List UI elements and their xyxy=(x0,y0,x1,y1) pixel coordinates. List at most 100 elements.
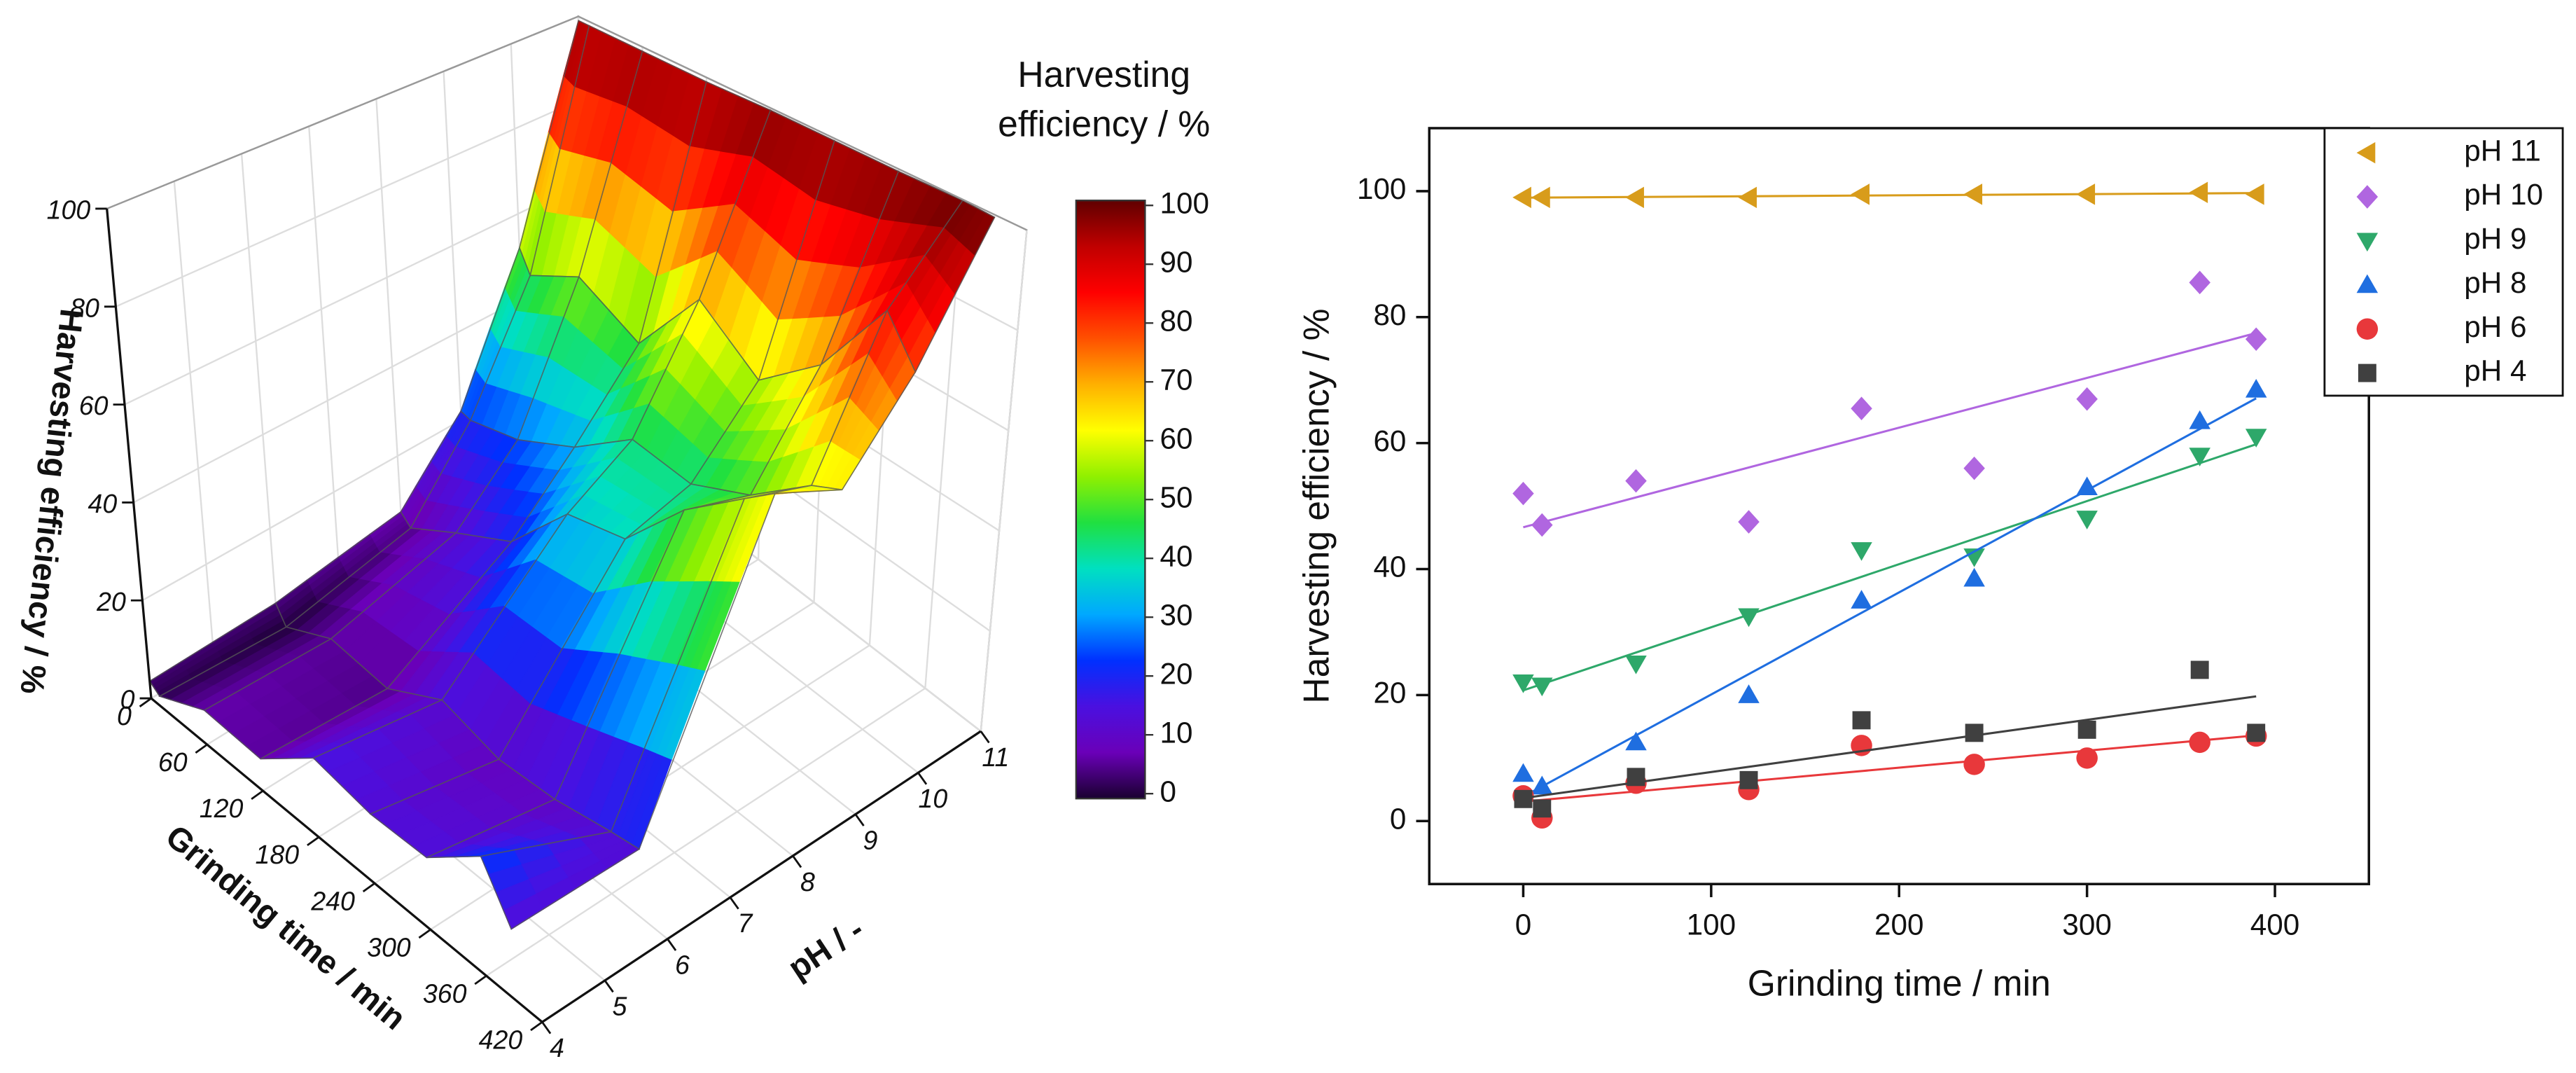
grid-line xyxy=(485,687,926,977)
y-tick-label: 0 xyxy=(1390,802,1406,835)
marker xyxy=(1851,184,1870,205)
z-axis-title: Harvesting efficiency / % xyxy=(13,307,90,695)
marker xyxy=(2245,429,2267,448)
tick xyxy=(792,855,802,868)
x-tick-label: 100 xyxy=(1687,908,1736,941)
colorbar-tick-label: 0 xyxy=(1160,775,1176,808)
fit-line xyxy=(1523,192,2257,199)
tick xyxy=(530,1021,543,1032)
legend-marker xyxy=(2358,364,2376,382)
box-edge xyxy=(106,15,579,210)
marker xyxy=(2189,410,2211,429)
tick xyxy=(604,980,614,993)
colorbar-tick-label: 80 xyxy=(1160,304,1193,337)
y-axis-title: Harvesting efficiency / % xyxy=(1296,309,1337,704)
colorbar-tick-label: 50 xyxy=(1160,480,1193,513)
marker xyxy=(1531,775,1553,795)
x-tick-label: 0 xyxy=(1515,908,1531,941)
marker xyxy=(1512,186,1531,209)
axis-line xyxy=(150,697,543,1023)
marker xyxy=(1625,469,1647,493)
fit-line xyxy=(1522,397,2257,798)
marker xyxy=(1627,768,1645,787)
marker xyxy=(1512,674,1534,693)
x-tick-label: 300 xyxy=(2062,908,2111,941)
marker xyxy=(1963,456,1985,480)
marker xyxy=(1963,548,1985,567)
marker xyxy=(2245,327,2267,352)
marker xyxy=(1533,799,1552,818)
grid-line xyxy=(115,98,582,307)
legend-box xyxy=(2323,127,2564,397)
fit-line xyxy=(1523,332,2257,529)
tick xyxy=(139,697,152,707)
tick xyxy=(541,1021,552,1034)
z-tick-label: 80 xyxy=(70,293,99,322)
marker xyxy=(2076,747,2098,769)
marker xyxy=(2076,387,2098,411)
marker xyxy=(1738,186,1757,209)
legend-marker xyxy=(2356,274,2379,293)
legend-label: pH 4 xyxy=(2464,354,2526,387)
marker xyxy=(1512,763,1534,782)
tick xyxy=(418,929,431,939)
tick xyxy=(474,975,487,985)
legend-label: pH 6 xyxy=(2464,310,2526,343)
marker xyxy=(1738,684,1760,703)
tick xyxy=(667,938,677,951)
axis-line xyxy=(106,208,153,699)
marker xyxy=(2076,476,2098,496)
marker xyxy=(1625,655,1647,674)
legend-marker xyxy=(2356,318,2379,340)
legend-label: pH 11 xyxy=(2464,134,2541,167)
tick xyxy=(729,897,739,910)
y-tick-label: 60 xyxy=(1373,424,1406,457)
colorbar-tick-label: 90 xyxy=(1160,245,1193,278)
tick xyxy=(362,882,375,893)
z-tick-label: 20 xyxy=(96,587,126,616)
tick xyxy=(917,772,928,785)
marker xyxy=(1531,513,1553,537)
marker xyxy=(2189,181,2208,203)
grid-line xyxy=(173,181,215,660)
marker xyxy=(1963,567,1985,587)
colorbar-title: Harvesting xyxy=(1017,54,1190,95)
y-tick-label: 4 xyxy=(550,1033,564,1062)
marker xyxy=(1531,186,1550,209)
marker xyxy=(1852,711,1871,730)
x-tick-label: 300 xyxy=(367,932,411,962)
marker xyxy=(1963,184,1983,205)
x-tick-label: 180 xyxy=(256,840,300,869)
y-tick-label: 10 xyxy=(919,784,948,813)
marker xyxy=(1963,754,1985,775)
fit-line xyxy=(1522,443,2257,692)
marker xyxy=(2189,731,2211,754)
marker xyxy=(2189,448,2211,466)
colorbar-tick-label: 60 xyxy=(1160,422,1193,455)
y-tick-label: 80 xyxy=(1373,298,1406,331)
x-tick-label: 200 xyxy=(1874,908,1923,941)
grid-line xyxy=(124,181,585,406)
y-tick-label: 8 xyxy=(800,867,815,897)
marker xyxy=(1739,770,1758,789)
y-tick-label: 11 xyxy=(982,742,1009,772)
legend-marker xyxy=(2356,141,2376,164)
x-tick-label: 60 xyxy=(158,747,188,777)
x-tick-label: 0 xyxy=(117,701,132,731)
x-tick-label: 240 xyxy=(310,886,355,915)
axis-line xyxy=(541,730,982,1023)
tick xyxy=(854,813,865,826)
z-tick-label: 0 xyxy=(120,685,135,714)
marker xyxy=(2245,378,2267,398)
marker xyxy=(1965,724,1984,742)
marker xyxy=(1531,677,1553,697)
marker xyxy=(1625,731,1647,751)
marker xyxy=(1738,608,1760,628)
marker xyxy=(1851,590,1872,609)
legend-marker xyxy=(2356,185,2379,209)
y-tick-label: 7 xyxy=(738,908,754,938)
marker xyxy=(1851,396,1872,420)
